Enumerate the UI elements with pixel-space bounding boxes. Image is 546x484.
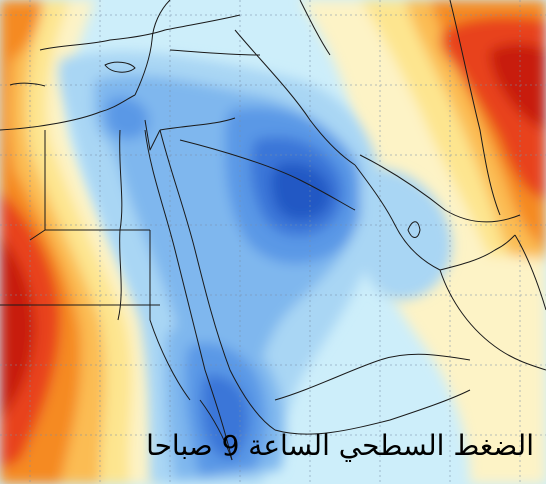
map-caption: الضغط السطحي الساعة 9 صباحا xyxy=(146,429,534,462)
cyprus-island xyxy=(104,61,136,73)
redsea-west-coast xyxy=(144,129,233,461)
redsea-east-coast xyxy=(159,129,276,431)
persian-gulf-coast-east xyxy=(359,154,521,223)
west-deep-red-zone xyxy=(0,235,35,420)
border-sudan-ethiopia xyxy=(149,230,191,401)
uae-coast xyxy=(439,234,516,271)
coastline-north-africa xyxy=(0,94,136,131)
coastline-levant xyxy=(134,0,171,96)
border-jordan-iraq xyxy=(159,117,236,131)
nile-river xyxy=(117,129,123,321)
oman-coast xyxy=(514,234,546,311)
border-iran-north xyxy=(299,0,331,56)
persian-gulf-coast-west xyxy=(354,164,441,271)
east-deep-red-zone xyxy=(489,43,546,130)
northwest-orange-zone xyxy=(0,0,41,70)
border-iran-east xyxy=(449,0,501,216)
central-darkest-blue-zone xyxy=(271,162,332,221)
country-borders xyxy=(0,0,546,461)
yemen-south-coast xyxy=(274,389,471,435)
border-saudi-north xyxy=(179,139,356,211)
border-turkey-syria xyxy=(169,49,261,56)
sinai-peninsula xyxy=(144,119,161,151)
crete-island xyxy=(9,82,46,87)
border-saudi-yemen xyxy=(274,353,471,401)
southeast-cream-zone xyxy=(460,255,546,484)
levant-dark-blue-zone xyxy=(105,96,149,140)
eritrea-coast xyxy=(199,399,233,461)
border-saudi-oman xyxy=(439,269,546,371)
coastline-turkey xyxy=(39,14,241,51)
gulf-light-blue-zone xyxy=(360,168,452,300)
qatar-peninsula xyxy=(407,221,421,238)
